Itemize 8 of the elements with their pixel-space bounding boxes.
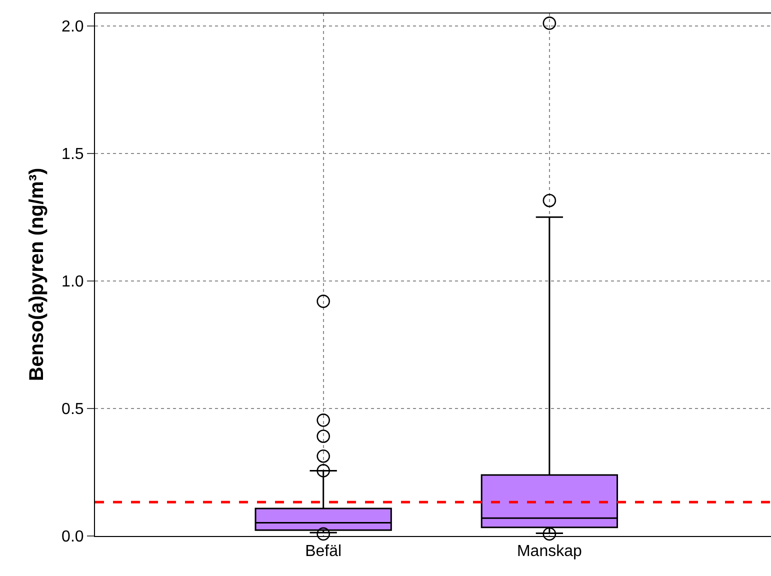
y-tick-label: 1.0	[62, 273, 84, 290]
y-tick-label: 1.5	[62, 146, 84, 163]
x-tick-label: Manskap	[516, 543, 582, 560]
x-tick-label: Befäl	[305, 543, 342, 560]
y-axis-title: Benso(a)pyren (ng/m³)	[26, 168, 48, 382]
y-tick-label: 2.0	[62, 18, 84, 36]
y-tick-label: 0.0	[62, 528, 84, 546]
y-tick-label: 0.5	[62, 401, 84, 418]
